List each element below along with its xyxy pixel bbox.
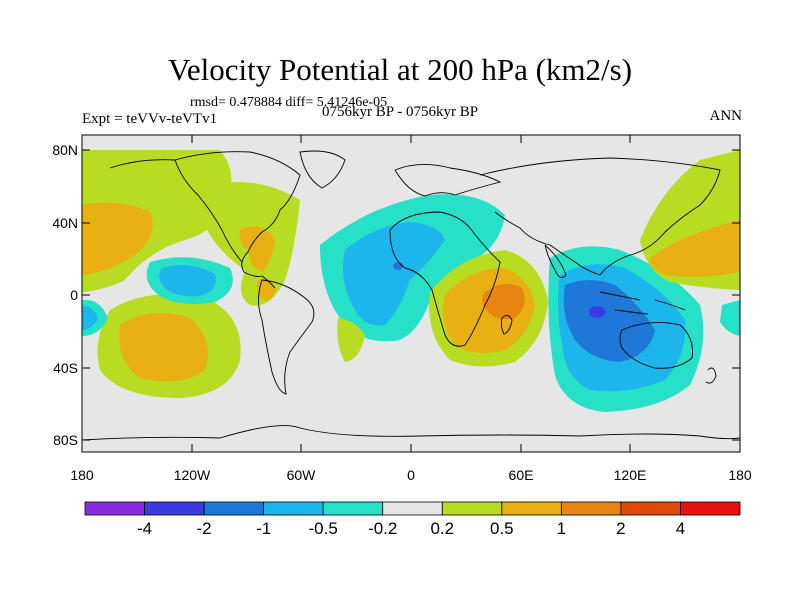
colorbar-label: 4 [675, 519, 686, 538]
contour-pos-eafrica-max [482, 283, 525, 320]
colorbar-label: -0.5 [308, 519, 338, 538]
contour-pos-npac-core [82, 202, 153, 275]
axis-ticks [81, 135, 741, 452]
colorbar-swatch [560, 501, 622, 516]
coast-north-america-west [174, 159, 243, 263]
colorbar-label: 0.2 [430, 519, 455, 538]
contour-neg-indian-core [589, 306, 605, 318]
coast-africa [389, 211, 501, 347]
coast-north-america [109, 151, 301, 289]
contour-neg-indian-strong [563, 280, 655, 362]
colorbar-swatch [263, 501, 324, 516]
contour-neg-epac-core [159, 265, 216, 297]
colorbar-label: -2 [196, 519, 212, 538]
lon-label-180-east: 180 [728, 467, 752, 483]
contour-pos-satlantic [337, 318, 365, 362]
contour-neg-west-edge-core [82, 306, 98, 330]
lat-label-40s: 40S [53, 360, 78, 376]
contour-pos-east-npac-core [649, 220, 740, 277]
contour-neg-atlantic-core [342, 222, 445, 326]
experiment-label: Expt = teVVv-teVTv1 [82, 111, 218, 127]
plot-title: Velocity Potential at 200 hPa (km2/s) [167, 52, 633, 87]
contour-neg-east-edge [720, 300, 740, 336]
colorbar-swatch [680, 501, 741, 516]
colorbar-swatch [501, 501, 562, 516]
lat-label-0: 0 [70, 287, 78, 303]
colorbar-label: -1 [256, 519, 272, 538]
colorbar-swatch [441, 501, 503, 516]
colorbar-label: 1 [556, 519, 567, 538]
colorbar-swatch [322, 501, 384, 516]
colorbar-label: -0.2 [368, 519, 398, 538]
coast-asia [479, 157, 721, 276]
colorbar-label: 2 [616, 519, 626, 538]
coastlines [82, 150, 740, 441]
coast-indonesia [599, 291, 686, 315]
lon-label-0: 0 [407, 467, 415, 483]
lat-label-40n: 40N [52, 215, 78, 231]
season-label: ANN [709, 108, 743, 124]
coast-india [544, 244, 567, 279]
colorbar-swatch [620, 501, 681, 516]
colorbar-label: -4 [136, 519, 153, 538]
lon-label-60e: 60E [508, 467, 534, 483]
coast-antarctica [82, 425, 740, 441]
lon-label-60w: 60W [286, 467, 316, 483]
colorbar-swatch [84, 501, 145, 516]
statistics-text: rmsd= 0.478884 diff= 5.41246e-05 [190, 95, 388, 110]
colorbar-label: 0.5 [489, 519, 514, 538]
period-label: 0756kyr BP - 0756kyr BP [322, 104, 479, 120]
coast-greenland [299, 150, 346, 189]
coast-madagascar [500, 315, 513, 335]
colorbar-swatch [382, 501, 443, 516]
lat-label-80s: 80S [53, 432, 78, 448]
lat-label-80n: 80N [52, 142, 78, 158]
coast-europe [394, 164, 502, 197]
contour-fields [82, 135, 740, 452]
coast-south-america [258, 279, 315, 395]
colorbar-swatch [144, 501, 205, 516]
coast-australia [619, 321, 693, 369]
contour-pos-spac-core [119, 312, 208, 382]
lon-label-180-west: 180 [70, 467, 94, 483]
contour-pos-namerica-core [239, 226, 275, 272]
lon-label-120w: 120W [173, 467, 211, 483]
coast-new-zealand [705, 367, 717, 384]
colorbar-swatch [203, 501, 265, 516]
lon-label-120e: 120E [613, 467, 647, 483]
